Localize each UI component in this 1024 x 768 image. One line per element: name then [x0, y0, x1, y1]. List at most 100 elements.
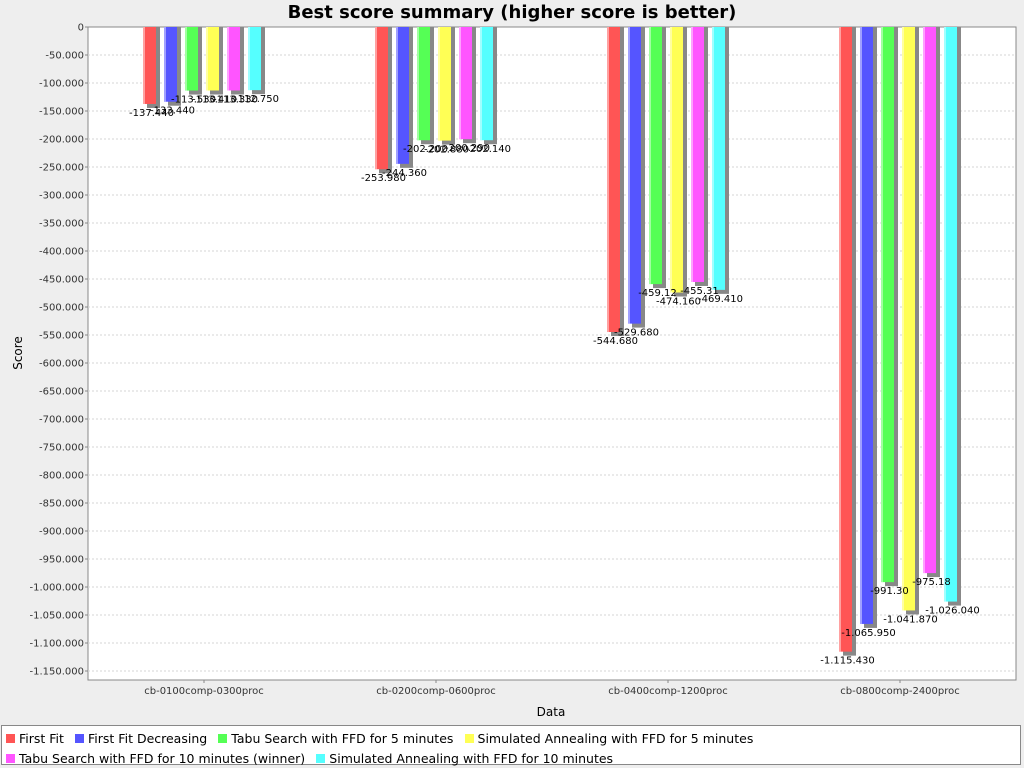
data-label: -529.680 — [614, 328, 659, 339]
bar — [628, 27, 641, 324]
bar-highlight — [143, 27, 145, 104]
bar — [164, 27, 177, 102]
legend-swatch — [6, 754, 15, 763]
bar-highlight — [923, 27, 925, 574]
x-axis-label: Data — [537, 705, 566, 719]
bar — [417, 27, 430, 141]
y-tick-label: -200.000 — [39, 135, 84, 146]
bar — [712, 27, 725, 290]
bar-highlight — [185, 27, 187, 91]
y-tick-label: -150.000 — [39, 107, 84, 118]
y-tick-label: -1.100.000 — [29, 639, 84, 650]
data-label: -474.160 — [656, 297, 701, 308]
y-axis-label: Score — [11, 336, 25, 370]
bar — [691, 27, 704, 282]
y-tick-label: -850.000 — [39, 499, 84, 510]
bar-highlight — [712, 27, 714, 290]
legend-label: First Fit Decreasing — [88, 731, 208, 746]
bar-highlight — [438, 27, 440, 141]
chart-legend: First Fit First Fit Decreasing Tabu Sear… — [1, 725, 1021, 768]
data-label: -202.200 — [403, 144, 448, 155]
bar-highlight — [670, 27, 672, 293]
data-label: -544.680 — [593, 336, 638, 347]
bar — [839, 27, 852, 652]
data-label: -133.440 — [150, 106, 195, 117]
bar — [881, 27, 894, 583]
data-label: -112.750 — [234, 94, 279, 105]
y-tick-label: -50.000 — [45, 51, 84, 62]
x-tick-label: cb-0800comp-2400proc — [840, 686, 960, 697]
bar — [902, 27, 915, 611]
legend-item: Tabu Search with FFD for 5 minutes — [218, 729, 453, 748]
bar-highlight — [649, 27, 651, 285]
legend-swatch — [218, 734, 228, 743]
bar-highlight — [607, 27, 609, 333]
y-tick-label: -750.000 — [39, 443, 84, 454]
bar — [480, 27, 493, 141]
x-axis-categories: cb-0100comp-0300proc cb-0200comp-0600proc… — [144, 680, 960, 697]
bar-highlight — [480, 27, 482, 141]
data-label: -113.410 — [192, 95, 237, 106]
bar — [185, 27, 198, 91]
y-tick-label: -1.150.000 — [29, 667, 84, 678]
data-label: -975.18 — [912, 577, 951, 588]
y-tick-label: -600.000 — [39, 359, 84, 370]
x-tick-label: cb-0400comp-1200proc — [608, 686, 728, 697]
data-label: -1.026.040 — [925, 606, 980, 617]
y-tick-label: -550.000 — [39, 331, 84, 342]
legend-swatch — [316, 754, 326, 763]
legend-item: First Fit — [6, 729, 64, 748]
bar — [860, 27, 873, 624]
y-tick-label: -100.000 — [39, 79, 84, 90]
bar-highlight — [881, 27, 883, 583]
data-label: -455.31 — [680, 286, 719, 297]
bar-highlight — [164, 27, 166, 102]
legend-swatch — [6, 734, 15, 743]
y-tick-label: -500.000 — [39, 303, 84, 314]
data-label: -113.530 — [171, 95, 216, 106]
bar-highlight — [628, 27, 630, 324]
data-label: -113.330 — [213, 94, 258, 105]
legend-label: Tabu Search with FFD for 10 minutes (win… — [19, 751, 306, 766]
legend-swatch — [75, 734, 85, 743]
y-tick-label: 0 — [78, 23, 84, 34]
bar-highlight — [902, 27, 904, 611]
bar — [649, 27, 662, 285]
bar — [670, 27, 683, 293]
bar-highlight — [396, 27, 398, 164]
legend-swatch — [464, 734, 474, 743]
y-tick-label: -1.050.000 — [29, 611, 84, 622]
data-label: -459.12 — [638, 288, 677, 299]
bar-highlight — [839, 27, 841, 652]
legend-row: Tabu Search with FFD for 10 minutes (win… — [6, 748, 1016, 768]
legend-label: Tabu Search with FFD for 5 minutes — [231, 731, 454, 746]
y-tick-label: -250.000 — [39, 163, 84, 174]
legend-label: Simulated Annealing with FFD for 5 minut… — [477, 731, 754, 746]
data-label: -202.880 — [424, 145, 469, 156]
data-label: -1.115.430 — [820, 656, 875, 667]
data-label: -469.410 — [698, 294, 743, 305]
data-label: -1.041.870 — [883, 614, 938, 625]
bar-highlight — [417, 27, 419, 141]
legend-item: Tabu Search with FFD for 10 minutes (win… — [6, 749, 305, 768]
bar-highlight — [944, 27, 946, 602]
bar — [438, 27, 451, 141]
data-labels: -137.440-133.440-113.530-113.410-113.330… — [129, 94, 980, 667]
bar — [459, 27, 472, 140]
bar — [248, 27, 261, 91]
bar — [923, 27, 936, 574]
y-tick-label: -900.000 — [39, 527, 84, 538]
bar-highlight — [459, 27, 461, 140]
legend-item: First Fit Decreasing — [75, 729, 207, 748]
legend-item: Simulated Annealing with FFD for 10 minu… — [316, 749, 613, 768]
data-label: -1.065.950 — [841, 628, 896, 639]
y-tick-label: -400.000 — [39, 247, 84, 258]
data-label: -200.290 — [445, 143, 490, 154]
bar — [944, 27, 957, 602]
y-tick-label: -800.000 — [39, 471, 84, 482]
legend-label: Simulated Annealing with FFD for 10 minu… — [329, 751, 614, 766]
data-label: -137.440 — [129, 108, 174, 119]
y-tick-label: -450.000 — [39, 275, 84, 286]
x-tick-label: cb-0200comp-0600proc — [376, 686, 496, 697]
legend-label: First Fit — [19, 731, 64, 746]
